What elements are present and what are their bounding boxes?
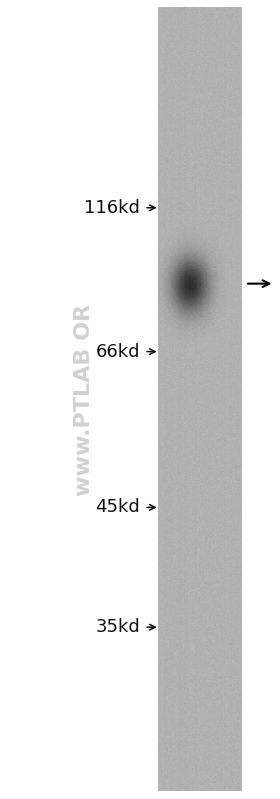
Text: 116kd: 116kd — [84, 199, 140, 217]
Text: 45kd: 45kd — [95, 499, 140, 516]
Text: 35kd: 35kd — [95, 618, 140, 636]
Text: www.PTLAB OR: www.PTLAB OR — [74, 304, 94, 495]
Text: 66kd: 66kd — [95, 343, 140, 360]
